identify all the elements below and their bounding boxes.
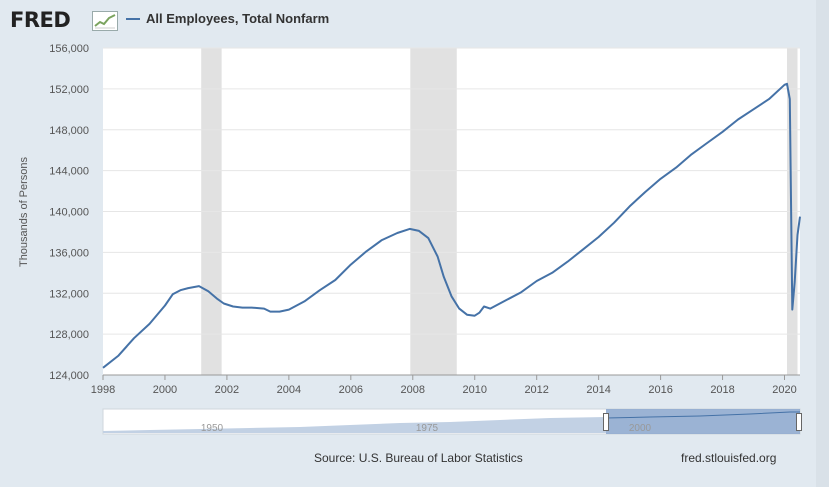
grid-lines — [103, 47, 800, 376]
legend-label: All Employees, Total Nonfarm — [146, 11, 330, 26]
navigator-tick-label: 1950 — [201, 423, 224, 434]
x-tick-label: 2016 — [648, 384, 672, 396]
fred-logo[interactable]: FRED — [10, 8, 71, 32]
navigator-left-handle[interactable] — [603, 413, 609, 431]
series-line[interactable] — [102, 82, 801, 369]
x-tick-label: 2014 — [586, 384, 610, 396]
navigator-tick-label: 2000 — [629, 423, 652, 434]
y-tick-label: 140,000 — [49, 207, 89, 219]
y-axis-label: Thousands of Persons — [18, 156, 30, 267]
source-note: Source: U.S. Bureau of Labor Statistics — [314, 451, 523, 465]
y-tick-label: 136,000 — [49, 247, 89, 259]
y-tick-label: 124,000 — [49, 370, 89, 382]
navigator-tick-labels: 1950 1975 2000 — [201, 423, 652, 434]
x-tick-label: 2006 — [339, 384, 363, 396]
line-chart-icon — [92, 11, 118, 31]
x-axis-ticks: 1998 2000 2002 2004 2006 2008 2010 2012 2014 2016… — [91, 375, 797, 396]
navigator-series — [103, 417, 606, 433]
y-tick-label: 132,000 — [49, 288, 89, 300]
site-link[interactable]: fred.stlouisfed.org — [681, 451, 777, 465]
x-tick-label: 2020 — [772, 384, 796, 396]
navigator-selection-series — [605, 411, 800, 419]
x-tick-label: 2000 — [153, 384, 177, 396]
series-group — [102, 82, 801, 369]
legend-item[interactable]: All Employees, Total Nonfarm — [126, 11, 329, 26]
y-tick-label: 144,000 — [49, 166, 89, 178]
x-tick-label: 2012 — [524, 384, 548, 396]
navigator-right-handle[interactable] — [796, 413, 802, 431]
y-tick-label: 156,000 — [49, 43, 89, 55]
x-tick-label: 2018 — [710, 384, 734, 396]
x-tick-label: 2002 — [215, 384, 239, 396]
legend-swatch — [126, 17, 140, 20]
y-tick-label: 128,000 — [49, 329, 89, 341]
y-tick-label: 152,000 — [49, 84, 89, 96]
x-tick-label: 2010 — [462, 384, 486, 396]
chart-canvas: 124,000 128,000 132,000 136,000 140,000 144,0… — [18, 43, 801, 435]
x-tick-label: 2004 — [277, 384, 301, 396]
window-edge — [816, 0, 829, 487]
x-tick-label: 2008 — [401, 384, 425, 396]
y-tick-label: 148,000 — [49, 125, 89, 137]
x-tick-label: 1998 — [91, 384, 115, 396]
y-axis-ticks: 124,000 128,000 132,000 136,000 140,000 144,0… — [49, 43, 89, 382]
navigator-tick-label: 1975 — [416, 423, 439, 434]
